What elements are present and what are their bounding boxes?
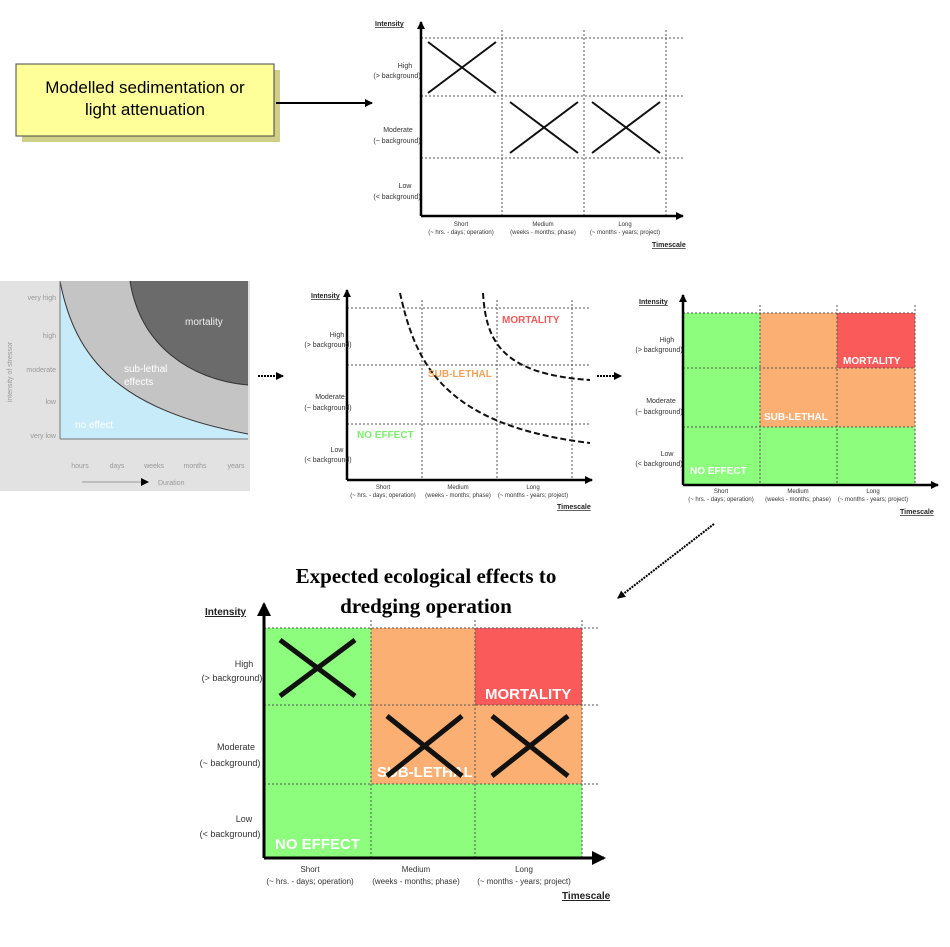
m2-mortality: MORTALITY bbox=[502, 315, 560, 326]
final-long: Long bbox=[515, 865, 533, 874]
matrix-top: Intensity High (> background) Moderate (… bbox=[373, 21, 686, 249]
m3-short: Short bbox=[714, 489, 729, 495]
final-long-sub: (~ months - years; project) bbox=[477, 877, 571, 886]
sr-ytick-very-low: very low bbox=[30, 433, 57, 440]
final-high-sub: (> background) bbox=[202, 673, 263, 683]
sr-xtick-days: days bbox=[110, 463, 125, 470]
sr-xtick-hours: hours bbox=[71, 463, 89, 470]
m1-low-sub: (< background) bbox=[373, 194, 420, 201]
m3-low: Low bbox=[661, 451, 675, 458]
m3-medium-sub: (weeks - months; phase) bbox=[765, 497, 831, 503]
sr-xtick-years: years bbox=[227, 463, 245, 470]
m2-high-sub: (> background) bbox=[304, 342, 351, 349]
final-intensity-label: Intensity bbox=[205, 607, 247, 618]
final-high: High bbox=[235, 659, 254, 669]
m2-medium: Medium bbox=[447, 485, 468, 491]
m2-low-sub: (< background) bbox=[304, 457, 351, 464]
final-cross-moderate-long bbox=[490, 714, 570, 778]
sr-sublethal-2: effects bbox=[124, 377, 153, 388]
sr-ylabel: intensity of stressor bbox=[7, 341, 14, 402]
final-title-line1: Expected ecological effects to bbox=[296, 564, 557, 588]
m2-medium-sub: (weeks - months; phase) bbox=[425, 493, 491, 499]
m1-timescale-label: Timescale bbox=[652, 242, 686, 249]
m3-high-sub: (> background) bbox=[635, 347, 682, 354]
m1-low: Low bbox=[399, 183, 413, 190]
m2-long-sub: (~ months - years; project) bbox=[498, 493, 568, 499]
m2-low: Low bbox=[331, 447, 345, 454]
m2-short-sub: (~ hrs. - days; operation) bbox=[350, 493, 416, 499]
model-input-box: Modelled sedimentation or light attenuat… bbox=[15, 63, 280, 142]
sr-mortality: mortality bbox=[185, 317, 223, 328]
m1-short: Short bbox=[454, 222, 469, 228]
m1-cross-moderate-medium bbox=[509, 101, 579, 154]
m2-noeffect: NO EFFECT bbox=[357, 430, 414, 441]
stress-response-graph: mortality sub-lethal effects no effect v… bbox=[0, 280, 250, 491]
m1-long: Long bbox=[618, 222, 631, 228]
m2-sublethal: SUB-LETHAL bbox=[428, 369, 492, 380]
matrix-colored: MORTALITY SUB-LETHAL NO EFFECT Intensity… bbox=[635, 294, 939, 516]
final-short-sub: (~ hrs. - days; operation) bbox=[266, 877, 354, 886]
m3-moderate: Moderate bbox=[646, 398, 676, 405]
m1-cross-high-short bbox=[427, 41, 497, 94]
m3-noeffect: NO EFFECT bbox=[690, 466, 747, 477]
m3-sublethal: SUB-LETHAL bbox=[764, 412, 828, 423]
m3-timescale-label: Timescale bbox=[900, 509, 934, 516]
sr-ytick-low: low bbox=[45, 399, 56, 406]
m1-long-sub: (~ months - years; project) bbox=[590, 230, 660, 236]
final-low: Low bbox=[236, 814, 253, 824]
final-noeffect: NO EFFECT bbox=[275, 836, 360, 853]
m2-high: High bbox=[330, 332, 345, 339]
m3-mortality: MORTALITY bbox=[843, 356, 901, 367]
matrix-curves: MORTALITY SUB-LETHAL NO EFFECT Intensity… bbox=[304, 289, 593, 511]
sr-xtick-weeks: weeks bbox=[143, 463, 164, 470]
sr-xtick-months: months bbox=[184, 463, 207, 470]
m1-medium-sub: (weeks - months; phase) bbox=[510, 230, 576, 236]
m3-long-sub: (~ months - years; project) bbox=[838, 497, 908, 503]
sr-sublethal-1: sub-lethal bbox=[124, 364, 167, 375]
final-cross-high-short bbox=[278, 637, 357, 699]
m3-high: High bbox=[660, 337, 675, 344]
final-short: Short bbox=[300, 865, 320, 874]
arrow-m3-to-final bbox=[617, 523, 715, 599]
final-mortality: MORTALITY bbox=[485, 686, 571, 703]
m2-short: Short bbox=[376, 485, 391, 491]
matrix-final: MORTALITY SUB-LETHAL NO EFFECT Intensity… bbox=[200, 602, 611, 902]
m1-intensity-label: Intensity bbox=[375, 21, 404, 28]
model-box-line2: light attenuation bbox=[85, 100, 205, 119]
sr-ytick-high: high bbox=[43, 333, 56, 340]
sr-ytick-moderate: moderate bbox=[26, 367, 56, 374]
final-medium-sub: (weeks - months; phase) bbox=[372, 877, 460, 886]
final-timescale-label: Timescale bbox=[562, 891, 611, 902]
sr-xlabel: Duration bbox=[158, 480, 185, 487]
m1-high-sub: (> background) bbox=[373, 73, 420, 80]
m1-medium: Medium bbox=[532, 222, 553, 228]
m1-cross-moderate-long bbox=[591, 101, 661, 154]
sr-ytick-very-high: very high bbox=[28, 295, 57, 302]
m1-high: High bbox=[398, 63, 413, 70]
final-title-line2: dredging operation bbox=[340, 594, 512, 618]
m1-short-sub: (~ hrs. - days; operation) bbox=[428, 230, 494, 236]
m1-moderate-sub: (~ background) bbox=[373, 138, 420, 145]
m2-timescale-label: Timescale bbox=[557, 504, 591, 511]
final-cross-moderate-medium bbox=[385, 714, 464, 778]
m3-moderate-sub: (~ background) bbox=[635, 409, 682, 416]
m2-moderate-sub: (~ background) bbox=[304, 405, 351, 412]
m1-moderate: Moderate bbox=[383, 127, 413, 134]
final-low-sub: (< background) bbox=[200, 829, 261, 839]
m2-intensity-label: Intensity bbox=[311, 293, 340, 300]
m2-moderate: Moderate bbox=[315, 394, 345, 401]
sr-noeffect: no effect bbox=[75, 420, 113, 431]
m3-short-sub: (~ hrs. - days; operation) bbox=[688, 497, 754, 503]
m3-intensity-label: Intensity bbox=[639, 299, 668, 306]
m2-long: Long bbox=[526, 485, 539, 491]
final-moderate: Moderate bbox=[217, 742, 255, 752]
model-box-line1: Modelled sedimentation or bbox=[45, 78, 245, 97]
m3-low-sub: (< background) bbox=[635, 461, 682, 468]
m3-medium: Medium bbox=[787, 489, 808, 495]
final-moderate-sub: (~ background) bbox=[200, 758, 261, 768]
final-medium: Medium bbox=[402, 865, 431, 874]
m3-long: Long bbox=[866, 489, 879, 495]
